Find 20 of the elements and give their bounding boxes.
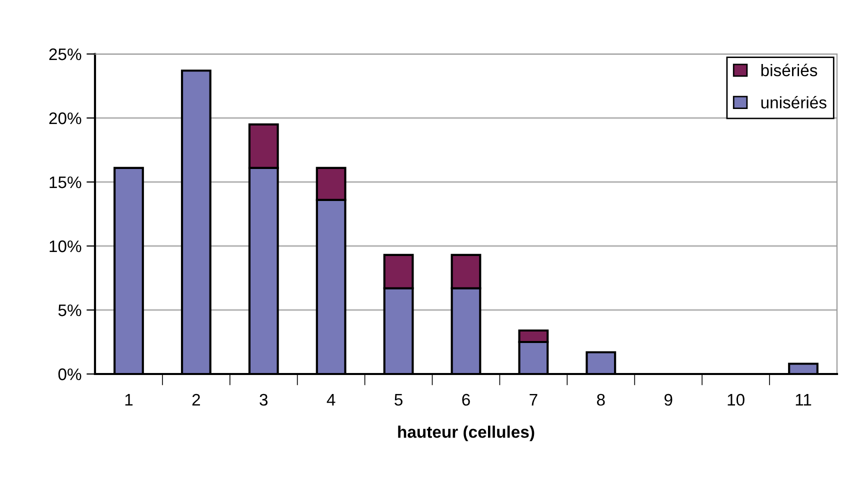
y-tick-label: 0%: [58, 368, 82, 380]
y-tick-label: 10%: [50, 240, 82, 252]
y-tick-label: 15%: [50, 176, 82, 188]
x-tick-label: 1: [125, 394, 133, 406]
x-tick-label: 10: [728, 394, 744, 406]
x-tick-label: 3: [260, 394, 268, 406]
x-tick-label: 2: [192, 394, 200, 406]
x-tick-label: 7: [530, 394, 538, 406]
legend-label: bisériés: [761, 64, 818, 76]
y-tick-label: 25%: [49, 48, 82, 60]
y-tick-label: 20%: [49, 112, 82, 124]
x-tick-label: 9: [664, 394, 672, 406]
y-tick-label: 5%: [58, 304, 82, 316]
x-axis-title: hauteur (cellules): [398, 426, 534, 442]
legend-label: unisériés: [761, 96, 826, 108]
x-tick-label: 8: [597, 394, 605, 406]
x-tick-label: 11: [796, 394, 812, 406]
x-tick-label: 6: [462, 394, 470, 406]
x-tick-label: 4: [326, 394, 336, 406]
x-tick-label: 5: [394, 394, 402, 406]
